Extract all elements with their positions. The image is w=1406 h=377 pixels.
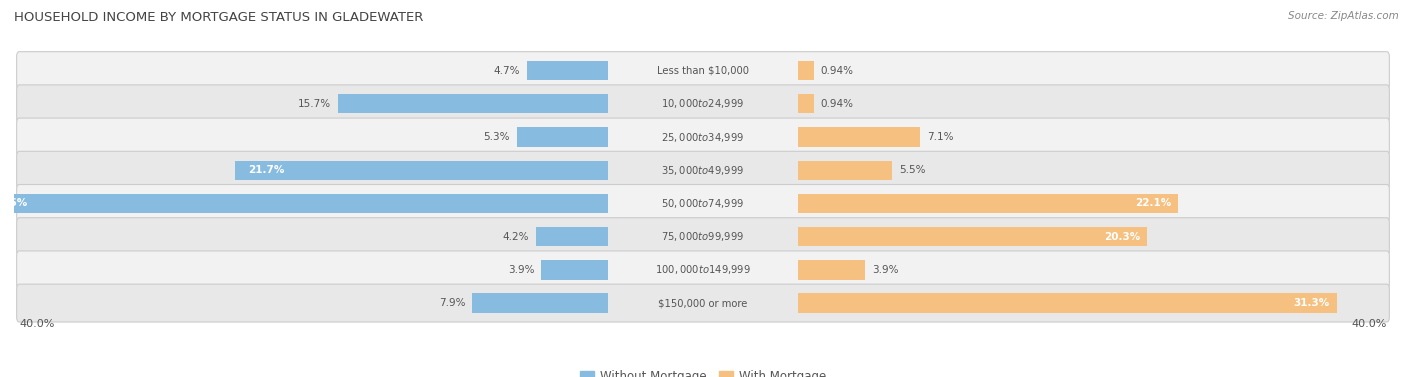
Bar [797, 227, 1147, 246]
Text: 3.9%: 3.9% [508, 265, 534, 275]
Text: 5.3%: 5.3% [484, 132, 510, 142]
Bar [797, 61, 814, 80]
FancyBboxPatch shape [17, 151, 1389, 189]
Bar [536, 227, 609, 246]
FancyBboxPatch shape [17, 284, 1389, 322]
Bar [797, 94, 814, 113]
Bar [797, 161, 893, 180]
FancyBboxPatch shape [17, 85, 1389, 123]
Text: $10,000 to $24,999: $10,000 to $24,999 [661, 97, 745, 110]
Text: 31.3%: 31.3% [1294, 298, 1330, 308]
Bar [337, 94, 609, 113]
Text: 5.5%: 5.5% [900, 165, 925, 175]
Text: $150,000 or more: $150,000 or more [658, 298, 748, 308]
Text: 7.1%: 7.1% [927, 132, 953, 142]
Bar [517, 127, 609, 147]
Text: 40.0%: 40.0% [20, 319, 55, 329]
Bar [797, 293, 1337, 313]
Text: 4.2%: 4.2% [502, 231, 529, 242]
Text: 20.3%: 20.3% [1104, 231, 1140, 242]
Text: HOUSEHOLD INCOME BY MORTGAGE STATUS IN GLADEWATER: HOUSEHOLD INCOME BY MORTGAGE STATUS IN G… [14, 11, 423, 24]
Text: $50,000 to $74,999: $50,000 to $74,999 [661, 197, 745, 210]
Text: 4.7%: 4.7% [494, 66, 520, 76]
Bar [797, 260, 865, 279]
Text: Less than $10,000: Less than $10,000 [657, 66, 749, 76]
Text: 0.94%: 0.94% [821, 99, 853, 109]
FancyBboxPatch shape [17, 184, 1389, 222]
Text: 7.9%: 7.9% [439, 298, 465, 308]
Legend: Without Mortgage, With Mortgage: Without Mortgage, With Mortgage [581, 371, 825, 377]
Text: 21.7%: 21.7% [249, 165, 284, 175]
FancyBboxPatch shape [17, 218, 1389, 256]
Text: 40.0%: 40.0% [1351, 319, 1386, 329]
Text: $75,000 to $99,999: $75,000 to $99,999 [661, 230, 745, 243]
Text: Source: ZipAtlas.com: Source: ZipAtlas.com [1288, 11, 1399, 21]
FancyBboxPatch shape [17, 251, 1389, 289]
Text: 3.9%: 3.9% [872, 265, 898, 275]
Bar [0, 194, 609, 213]
FancyBboxPatch shape [17, 52, 1389, 89]
Bar [235, 161, 609, 180]
Bar [527, 61, 609, 80]
FancyBboxPatch shape [17, 118, 1389, 156]
Text: 15.7%: 15.7% [298, 99, 330, 109]
Text: 0.94%: 0.94% [821, 66, 853, 76]
Bar [797, 127, 920, 147]
Text: $25,000 to $34,999: $25,000 to $34,999 [661, 130, 745, 144]
Bar [797, 194, 1178, 213]
Text: 22.1%: 22.1% [1135, 198, 1171, 208]
Text: 36.6%: 36.6% [0, 198, 28, 208]
Text: $35,000 to $49,999: $35,000 to $49,999 [661, 164, 745, 177]
Bar [541, 260, 609, 279]
Bar [472, 293, 609, 313]
Text: $100,000 to $149,999: $100,000 to $149,999 [655, 264, 751, 276]
